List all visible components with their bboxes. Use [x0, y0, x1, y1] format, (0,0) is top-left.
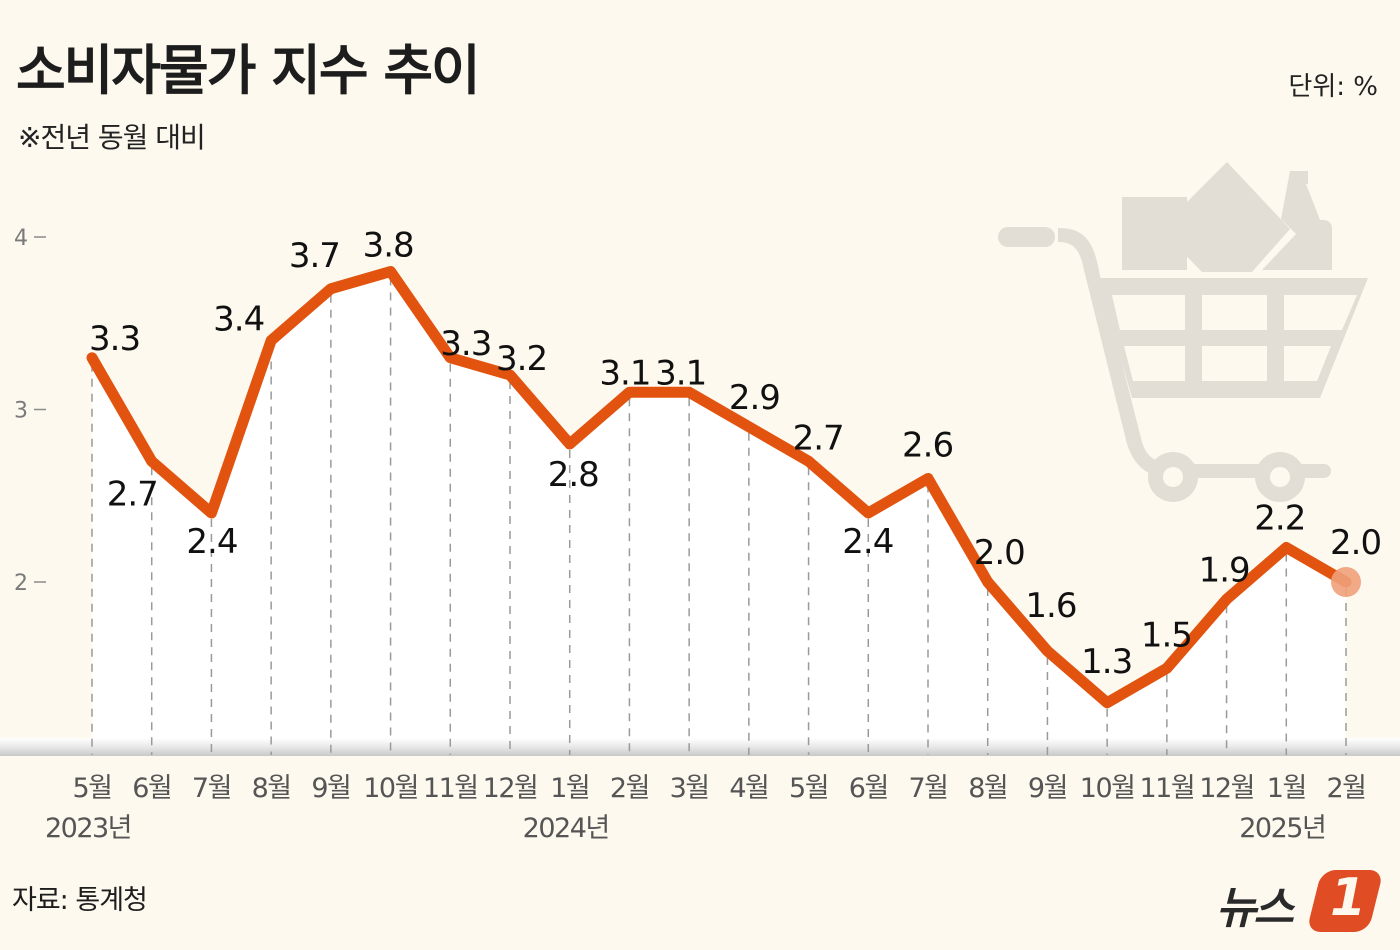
chart-subtitle: ※전년 동월 대비: [18, 121, 206, 154]
x-tick-label: 6월: [849, 773, 888, 804]
news1-logo: 뉴스 1: [1216, 868, 1384, 934]
x-tick-label: 2월: [1326, 773, 1365, 804]
shopping-cart-icon: [998, 162, 1368, 502]
data-value-label: 3.2: [496, 339, 547, 379]
data-value-label: 1.3: [1081, 642, 1132, 682]
x-tick-label: 6월: [132, 773, 171, 804]
data-value-label: 3.1: [599, 353, 650, 393]
x-tick-label: 3월: [670, 773, 709, 804]
x-tick-label: 1월: [550, 773, 589, 804]
source-note: 자료: 통계청: [12, 885, 148, 916]
latest-point-marker: [1331, 567, 1361, 597]
x-tick-label: 1월: [1267, 773, 1306, 804]
x-tick-label: 10월: [363, 773, 418, 804]
data-value-label: 2.9: [729, 378, 780, 418]
year-labels: 2023년 2024년 2025년: [45, 813, 1327, 844]
data-value-label: 2.4: [186, 522, 237, 562]
x-tick-label: 7월: [908, 773, 947, 804]
grid-lines: [91, 277, 1347, 755]
year-label: 2025년: [1239, 813, 1325, 844]
x-tick-label: 8월: [252, 773, 291, 804]
data-value-label: 3.3: [89, 319, 140, 359]
logo-text: 뉴스: [1216, 883, 1294, 934]
baseline-band: [0, 738, 1400, 756]
x-tick-label: 8월: [968, 773, 1007, 804]
year-label: 2024년: [523, 813, 609, 844]
y-axis: 2 3 4: [14, 226, 46, 596]
x-tick-label: 11월: [423, 773, 478, 804]
data-value-label: 2.4: [842, 522, 893, 562]
x-tick-label: 4월: [729, 773, 768, 804]
data-value-label: 2.0: [1330, 523, 1381, 563]
data-value-label: 2.7: [107, 474, 158, 514]
data-value-label: 2.6: [902, 426, 953, 466]
x-tick-label: 11월: [1140, 773, 1195, 804]
x-tick-label: 9월: [311, 773, 350, 804]
data-value-label: 3.8: [363, 226, 414, 266]
x-tick-label: 5월: [789, 773, 828, 804]
x-tick-label: 7월: [192, 773, 231, 804]
y-tick-label: 4: [14, 226, 28, 251]
data-line: [86, 266, 1352, 709]
data-value-label: 3.4: [213, 300, 264, 340]
x-tick-label: 9월: [1028, 773, 1067, 804]
logo-badge-number: 1: [1330, 868, 1367, 928]
data-value-label: 1.5: [1141, 615, 1192, 655]
x-tick-label: 12월: [483, 773, 538, 804]
plot-area-fill: [92, 271, 1346, 740]
data-value-label: 1.9: [1199, 550, 1250, 590]
data-value-label: 3.3: [440, 324, 491, 364]
data-value-label: 2.0: [974, 533, 1025, 573]
y-tick-label: 3: [14, 399, 28, 424]
value-labels: 3.32.72.43.43.7 3.83.3 3.22.83.1 3.12.92.72…: [89, 226, 1382, 682]
x-tick-label: 2월: [610, 773, 649, 804]
x-axis: 5월 6월 7월 8월 9월 10월 11월 12월 1월 2월 3월 4월 5월 6월 7월 8월 9월 10월…: [72, 773, 1367, 804]
data-value-label: 2.7: [793, 418, 844, 458]
data-value-label: 3.1: [655, 353, 706, 393]
year-label: 2023년: [45, 813, 131, 844]
unit-label: 단위: %: [1288, 72, 1378, 102]
data-value-label: 1.6: [1025, 586, 1076, 626]
x-tick-label: 5월: [72, 773, 111, 804]
data-value-label: 3.7: [289, 236, 340, 276]
x-tick-label: 10월: [1080, 773, 1135, 804]
x-tick-label: 12월: [1199, 773, 1254, 804]
y-tick-label: 2: [14, 571, 28, 596]
data-value-label: 2.2: [1254, 499, 1305, 539]
chart-title: 소비자물가 지수 추이: [16, 39, 481, 102]
data-value-label: 2.8: [548, 455, 599, 495]
